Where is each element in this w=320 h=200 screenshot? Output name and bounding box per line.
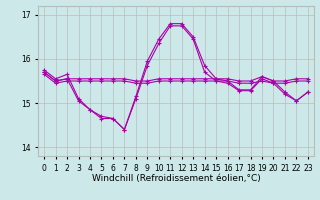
X-axis label: Windchill (Refroidissement éolien,°C): Windchill (Refroidissement éolien,°C)	[92, 174, 260, 183]
